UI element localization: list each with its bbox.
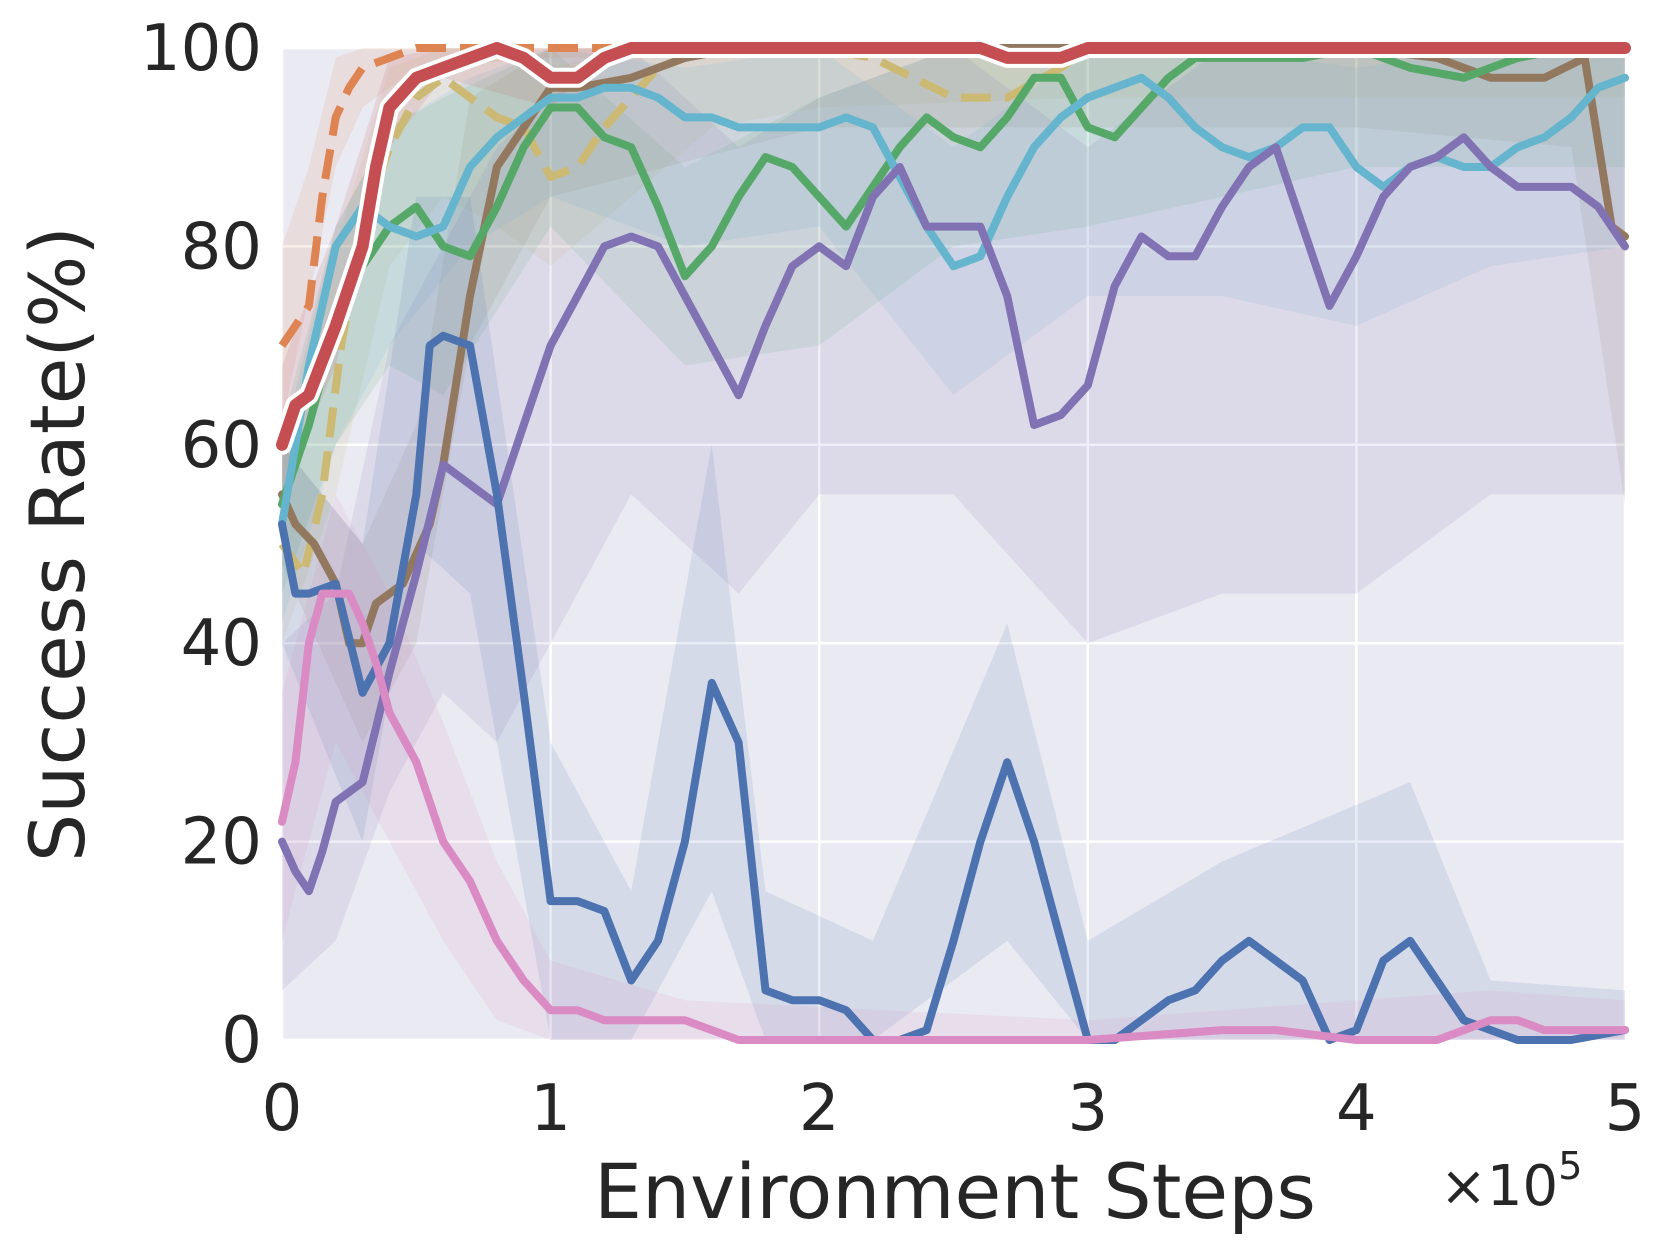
series-2-line	[278, 44, 1625, 578]
series-lines	[272, 38, 1635, 1044]
series-2-band	[282, 48, 1625, 644]
series-7-band	[282, 196, 1625, 1041]
y-tick-label: 40	[181, 607, 262, 681]
y-tick-label: 20	[181, 806, 262, 880]
x-tick-label: 0	[262, 1072, 303, 1146]
x-tick-label: 3	[1067, 1072, 1108, 1146]
x-tick-label: 4	[1336, 1072, 1377, 1146]
x-axis-label: Environment Steps	[594, 1147, 1316, 1236]
series-8-line	[278, 589, 1629, 1044]
y-tick-label: 0	[221, 1004, 262, 1078]
series-4-band	[282, 48, 1625, 594]
series-6-band	[282, 48, 1625, 991]
y-tick-label: 80	[181, 210, 262, 284]
series-6-line	[278, 133, 1629, 896]
series-9-line	[276, 42, 1631, 451]
x-axis-multiplier: ×105	[1440, 1144, 1582, 1219]
y-axis-label: Success Rate(%)	[13, 226, 102, 862]
y-tick-label: 100	[140, 12, 262, 86]
x-tick-label: 2	[799, 1072, 840, 1146]
x-tick-label: 5	[1605, 1072, 1646, 1146]
y-tick-label: 60	[181, 409, 262, 483]
x-axis-multiplier-exponent: 5	[1558, 1144, 1582, 1188]
series-7-line	[278, 331, 1629, 1044]
grid-lines	[280, 46, 1627, 1042]
series-3-band	[282, 48, 1625, 743]
x-tick-label: 1	[530, 1072, 571, 1146]
x-axis-multiplier-base: ×10	[1440, 1154, 1558, 1219]
tick-labels: 0 1 2 3 4 5 0 20 40 60 80 100	[140, 12, 1646, 1146]
